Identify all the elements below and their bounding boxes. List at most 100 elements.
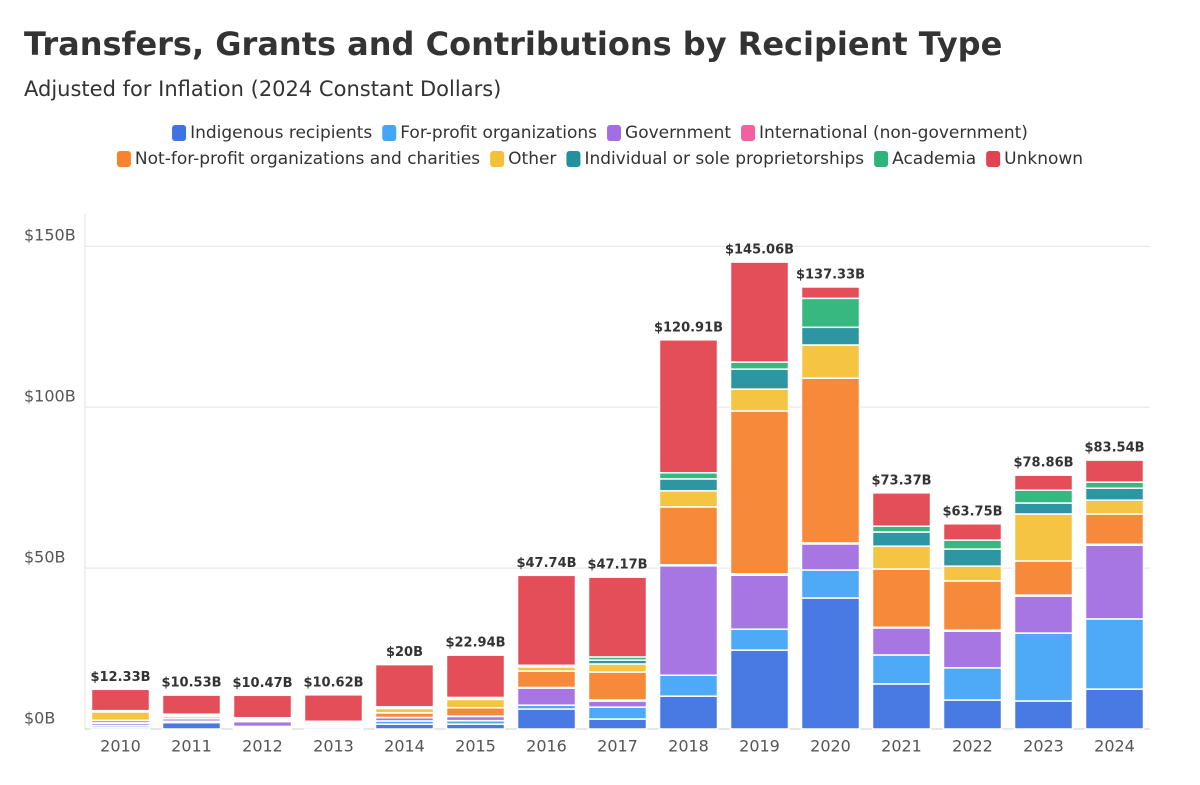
bar-segment: [1013, 700, 1074, 730]
legend-label: International (non-government): [759, 123, 1028, 143]
bar-segment: [942, 699, 1003, 730]
bar-segment: [658, 478, 719, 492]
chart-subtitle: Adjusted for Inflation (2024 Constant Do…: [24, 77, 501, 101]
total-label: $10.62B: [303, 675, 363, 690]
bar-segment: [658, 674, 719, 697]
legend-label: Not-for-profit organizations and chariti…: [135, 149, 480, 169]
bar-segment: [90, 688, 151, 712]
bar-segment: [232, 694, 293, 719]
bar-segment: [374, 663, 435, 708]
bar-segment: [161, 694, 222, 715]
bar-segment: [658, 490, 719, 508]
total-label: $10.53B: [161, 676, 221, 691]
x-tick-label: 2020: [810, 737, 851, 756]
total-label: $10.47B: [232, 676, 292, 691]
bar-segment: [1084, 481, 1145, 489]
bar-segment: [161, 721, 222, 730]
bar-segment: [1084, 513, 1145, 545]
x-tick-label: 2015: [455, 737, 496, 756]
bar-segment: [729, 649, 790, 730]
legend-swatch: [172, 125, 187, 141]
x-tick-label: 2019: [739, 737, 780, 756]
x-tick-label: 2017: [597, 737, 638, 756]
y-tick-label: $150B: [24, 226, 76, 245]
y-tick-label: $50B: [24, 548, 66, 567]
bar-segment: [1084, 688, 1145, 730]
bar-segment: [587, 671, 648, 701]
x-tick-label: 2014: [384, 737, 425, 756]
bar-segment: [800, 543, 861, 571]
y-tick-label: $0B: [24, 709, 55, 728]
legend-label: For-profit organizations: [400, 123, 597, 143]
legend-swatch: [382, 125, 397, 141]
bar-segment: [871, 531, 932, 547]
bar-segment: [1013, 489, 1074, 504]
bar-segment: [1013, 560, 1074, 596]
bar-segment: [516, 687, 577, 706]
y-tick-label: $100B: [24, 387, 76, 406]
legend-label: Unknown: [1004, 149, 1083, 169]
bar-segment: [1084, 487, 1145, 501]
legend-swatch: [874, 151, 889, 167]
total-label: $78.86B: [1013, 456, 1073, 471]
bar-segment: [1084, 618, 1145, 690]
bar-segment: [942, 565, 1003, 582]
x-tick-label: 2021: [881, 737, 922, 756]
x-tick-label: 2013: [313, 737, 354, 756]
bar-segment: [90, 711, 151, 722]
total-label: $47.17B: [587, 558, 647, 573]
bar-segment: [942, 548, 1003, 567]
bar-segment: [800, 326, 861, 346]
legend-swatch: [741, 125, 756, 141]
bar-segment: [729, 361, 790, 370]
legend-row: Not-for-profit organizations and chariti…: [116, 149, 1083, 169]
bar-segment: [1084, 499, 1145, 515]
total-label: $20B: [386, 645, 423, 660]
bar-segment: [1013, 595, 1074, 634]
bar-segment: [942, 630, 1003, 669]
bar-segment: [1013, 502, 1074, 515]
bar-segment: [1084, 459, 1145, 483]
total-label: $145.06B: [725, 243, 794, 258]
x-tick-label: 2024: [1094, 737, 1135, 756]
legend-swatch: [566, 151, 581, 167]
bar-segment: [729, 628, 790, 651]
bar-segment: [587, 576, 648, 658]
total-label: $120.91B: [654, 320, 723, 335]
bar-segment: [1084, 544, 1145, 620]
bar-segment: [587, 706, 648, 720]
total-label: $22.94B: [445, 636, 505, 651]
bar-segment: [871, 545, 932, 570]
bar-segment: [942, 523, 1003, 541]
bar-segment: [1013, 513, 1074, 562]
x-tick-label: 2023: [1023, 737, 1064, 756]
bar-segment: [658, 565, 719, 676]
legend-label: Other: [508, 149, 556, 169]
bar-segment: [445, 698, 506, 709]
legend-swatch: [116, 151, 131, 167]
legend-swatch: [607, 125, 622, 141]
bar-segment: [445, 707, 506, 717]
bar-segment: [445, 654, 506, 699]
bar-segment: [516, 670, 577, 689]
x-tick-label: 2011: [171, 737, 212, 756]
bar-segment: [800, 597, 861, 730]
x-tick-label: 2016: [526, 737, 567, 756]
bar-segment: [800, 286, 861, 300]
legend-swatch: [986, 151, 1001, 167]
total-label: $12.33B: [90, 670, 150, 685]
chart-title: Transfers, Grants and Contributions by R…: [24, 25, 1002, 63]
bar-segment: [942, 539, 1003, 550]
bar-segment: [729, 261, 790, 363]
bar-segment: [800, 377, 861, 544]
bar-segment: [942, 580, 1003, 631]
bar-segment: [658, 506, 719, 566]
legend-label: Indigenous recipients: [190, 123, 372, 143]
x-tick-label: 2010: [100, 737, 141, 756]
legend-label: Individual or sole proprietorships: [584, 149, 864, 169]
bar-segment: [871, 492, 932, 527]
total-label: $83.54B: [1084, 441, 1144, 456]
bar-segment: [587, 718, 648, 730]
bar-segment: [658, 695, 719, 730]
